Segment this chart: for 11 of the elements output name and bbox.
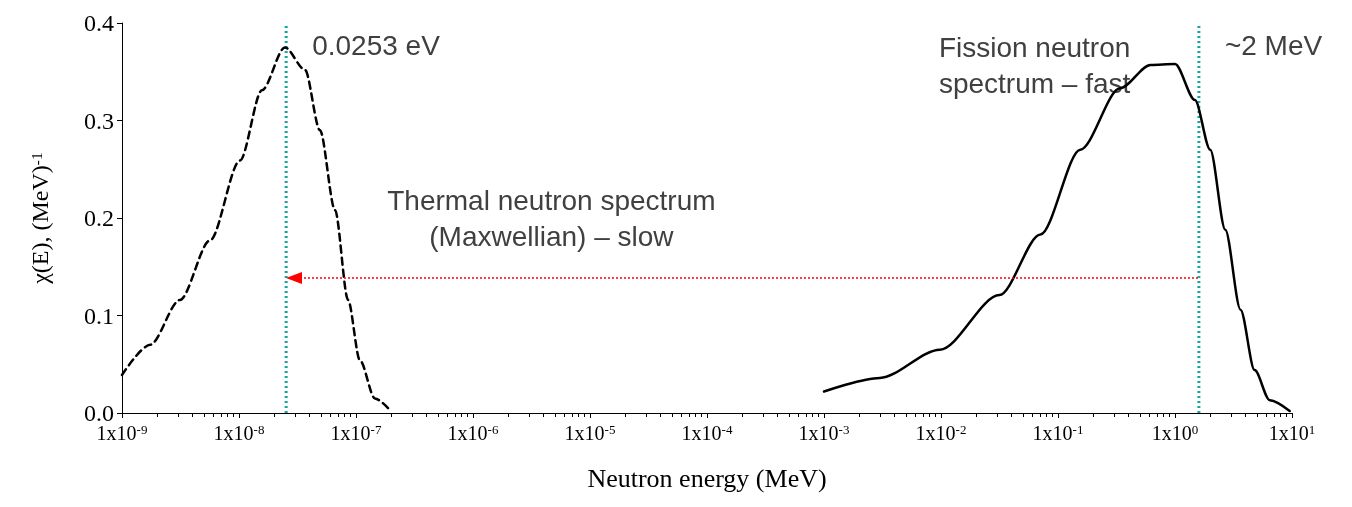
y-axis-title: χ(E), (MeV)-1 xyxy=(27,152,53,285)
ref-line-label: ~2 MeV xyxy=(1224,29,1323,61)
ref-line-label: 0.0253 eV xyxy=(312,29,441,61)
y-tick-label: 0.3 xyxy=(84,107,114,134)
annotation: Thermal neutron spectrum (Maxwellian) – slow xyxy=(387,184,716,252)
y-tick-label: 0.0 xyxy=(84,400,114,426)
y-tick-label: 0.2 xyxy=(84,205,114,231)
x-axis-title: Neutron energy (MeV) xyxy=(587,463,827,493)
y-tick-label: 0.4 xyxy=(84,10,114,36)
annotation: Fission neutron spectrum – fast xyxy=(938,32,1131,100)
y-tick-label: 0.1 xyxy=(84,302,114,329)
